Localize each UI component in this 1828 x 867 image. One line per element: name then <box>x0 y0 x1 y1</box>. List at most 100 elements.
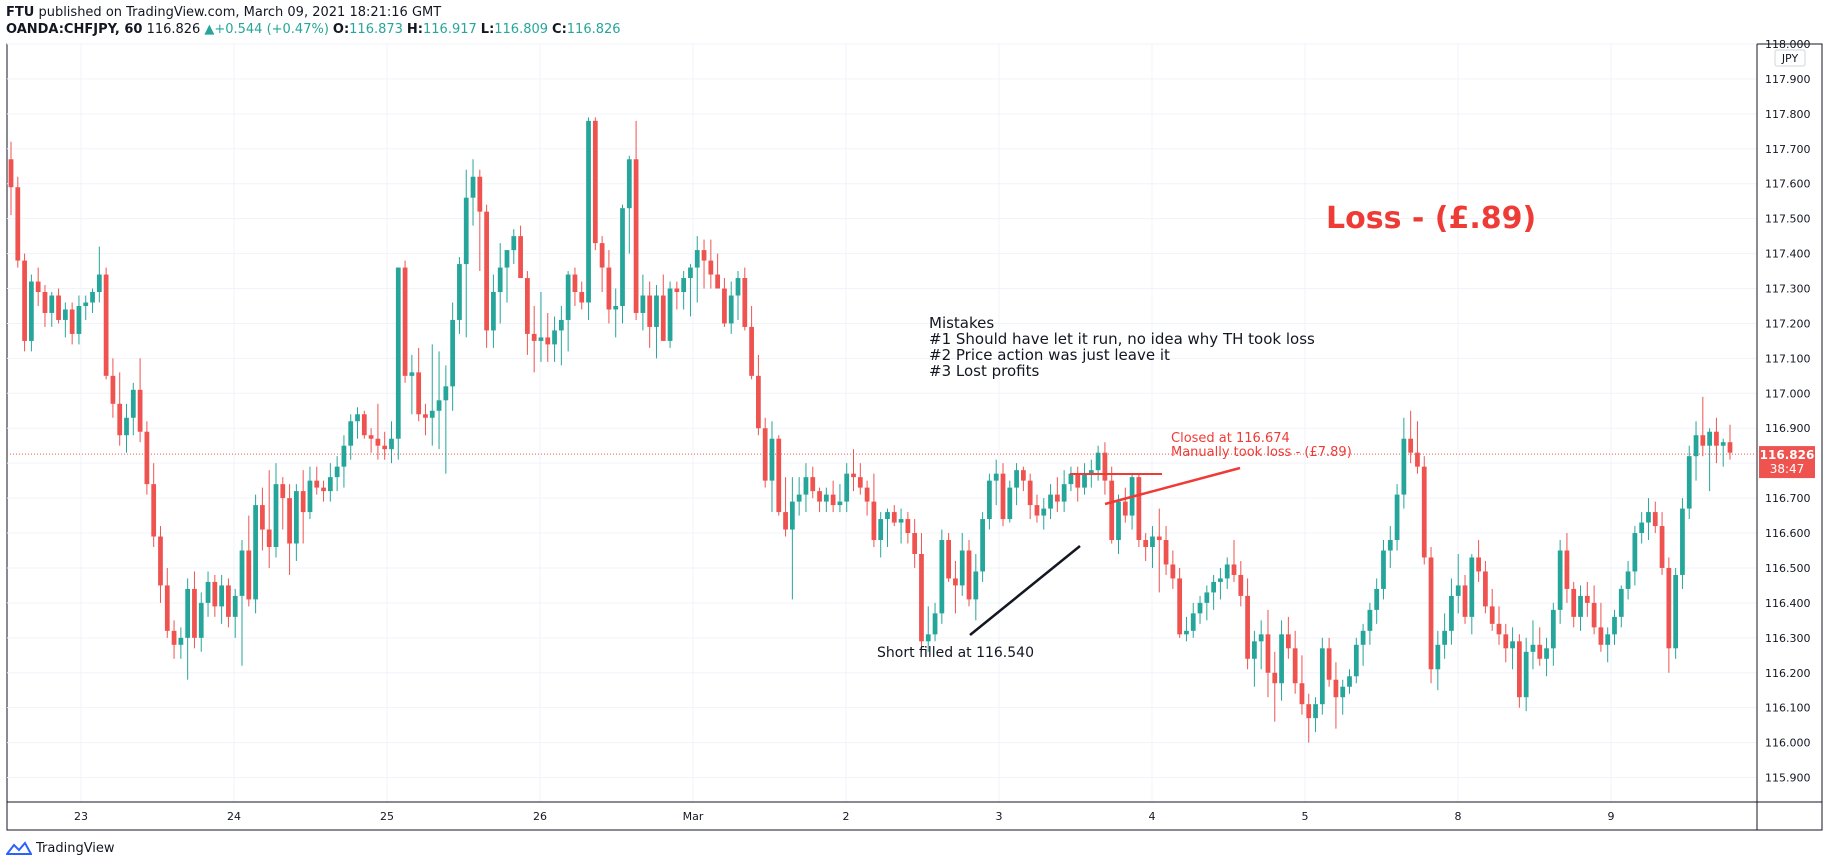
candle-body <box>56 295 61 320</box>
candle-body <box>1510 641 1515 649</box>
candle-body <box>361 414 367 436</box>
candle-body <box>287 498 292 544</box>
candle-body <box>300 491 306 513</box>
candle-body <box>1483 571 1488 607</box>
candle <box>497 243 503 324</box>
candle-body <box>599 243 605 268</box>
candle-body <box>1462 585 1468 617</box>
candle <box>1639 512 1645 544</box>
candle <box>789 477 795 600</box>
candle-body <box>715 274 721 289</box>
candle-body <box>565 274 571 320</box>
candle-body <box>1564 550 1570 589</box>
loss-title[interactable]: Loss - (£.89) <box>1326 201 1536 236</box>
candle-body <box>1469 557 1475 617</box>
candle-body <box>1537 644 1543 659</box>
candle <box>993 459 999 506</box>
candle-body <box>851 473 856 478</box>
candle-body <box>1360 630 1366 645</box>
short-filled-label[interactable]: Short filled at 116.540 <box>877 645 1034 661</box>
candle-body <box>280 484 286 499</box>
symbol-label[interactable]: OANDA:CHFJPY, 60 <box>6 22 143 37</box>
candle-body <box>1347 676 1352 687</box>
candle-body <box>90 292 95 303</box>
time-tick-label: 4 <box>1149 810 1156 823</box>
time-tick-label: 3 <box>996 810 1003 823</box>
mistakes-note[interactable]: Mistakes #1 Should have let it run, no i… <box>929 314 1315 380</box>
candle <box>1034 494 1040 523</box>
candle-body <box>1218 578 1223 582</box>
candle-body <box>42 292 48 313</box>
candle-body <box>15 187 21 261</box>
time-axis[interactable]: 23 24 25 26 Mar 2 3 4 5 8 9 <box>74 810 1615 823</box>
candle <box>722 278 727 327</box>
candle <box>1476 540 1481 582</box>
closed-note[interactable]: Closed at 116.674 Manually took loss - (… <box>1171 431 1352 460</box>
candle-body <box>1075 473 1081 488</box>
candle-body <box>1374 588 1380 610</box>
mistake-3: #3 Lost profits <box>929 362 1039 380</box>
candle-body <box>450 319 456 387</box>
candle-body <box>137 389 143 432</box>
candle <box>266 470 272 568</box>
publish-text: published on TradingView.com, March 09, … <box>38 5 442 20</box>
candle <box>708 239 714 289</box>
candle-body <box>1435 644 1441 670</box>
candle-body <box>144 431 150 485</box>
candle-body <box>1632 533 1638 572</box>
candle <box>463 169 469 338</box>
candle-body <box>192 588 197 638</box>
candle-body <box>1048 494 1053 509</box>
candle <box>1516 634 1522 708</box>
candle <box>1686 445 1692 520</box>
publisher-name[interactable]: FTU <box>6 5 35 20</box>
candle-body <box>151 484 157 537</box>
closed-arrow-line[interactable] <box>1104 466 1241 506</box>
candle-body <box>1034 505 1040 516</box>
candle <box>1550 602 1556 666</box>
candle-body <box>1279 634 1284 684</box>
candle <box>375 403 381 460</box>
price-tick-label: 117.800 <box>1765 108 1811 121</box>
candle-body <box>762 428 768 481</box>
candle <box>1116 494 1121 554</box>
candle-body <box>987 480 992 520</box>
candle <box>1353 637 1359 684</box>
candle <box>1292 630 1298 694</box>
candle-body <box>1693 435 1699 457</box>
candle <box>1523 637 1529 712</box>
short-fill-arrow-line[interactable] <box>969 545 1081 636</box>
time-tick-label: Mar <box>683 810 704 823</box>
candle <box>1313 697 1318 733</box>
candle-body <box>980 519 985 572</box>
candle-body <box>749 326 754 376</box>
candle-body <box>1224 564 1230 579</box>
price-tick-label: 116.900 <box>1765 422 1811 435</box>
candle-body <box>633 159 639 313</box>
candle <box>1584 581 1590 617</box>
time-tick-label: 9 <box>1608 810 1615 823</box>
candle <box>402 260 408 383</box>
last-price-tag: 116.826 38:47 <box>1759 446 1815 479</box>
candle-body <box>1333 679 1339 698</box>
candle-body <box>1313 704 1318 719</box>
candle-body <box>864 487 870 502</box>
candle-body <box>307 480 313 513</box>
price-axis[interactable]: 115.900 116.000 116.100 116.200 116.300 116.4… <box>1765 38 1811 785</box>
symbol-legend: OANDA:CHFJPY, 60 116.826 ▲+0.544 (+0.47%)… <box>6 21 625 38</box>
candle-body <box>8 159 14 188</box>
candle <box>987 473 992 530</box>
candle <box>973 553 979 621</box>
candle-body <box>1252 641 1257 659</box>
candle <box>1299 655 1305 715</box>
candle-body <box>993 473 999 481</box>
candle-body <box>959 550 965 586</box>
candle <box>96 246 102 303</box>
candle-body <box>1265 634 1271 673</box>
candle <box>640 274 646 331</box>
footer-branding[interactable]: TradingView <box>6 840 115 856</box>
candle-body <box>1408 438 1414 453</box>
candle <box>620 204 625 324</box>
candle <box>1150 526 1155 568</box>
